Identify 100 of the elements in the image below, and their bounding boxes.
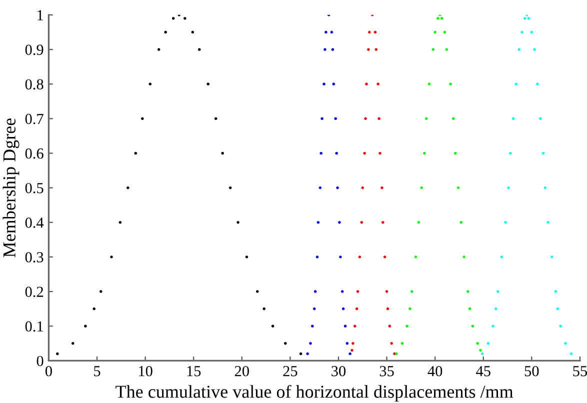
point [363, 152, 366, 155]
point [388, 324, 392, 328]
point [471, 324, 474, 328]
point [338, 220, 341, 224]
point [527, 16, 530, 20]
point [312, 307, 316, 310]
point [420, 186, 423, 190]
point [316, 256, 319, 258]
point [299, 352, 302, 356]
point [424, 117, 428, 120]
point [530, 30, 534, 34]
point [524, 16, 526, 20]
point [118, 220, 122, 224]
point [309, 342, 312, 345]
point [172, 16, 175, 20]
point [262, 307, 266, 310]
x-tick-label: 25 [283, 366, 298, 376]
point [342, 307, 345, 310]
point [494, 307, 498, 310]
y-tick-label: 0.3 [25, 252, 44, 262]
point [350, 348, 354, 352]
point [476, 342, 479, 345]
point [538, 117, 542, 120]
y-tick-label: 0.9 [25, 44, 44, 56]
point [414, 256, 418, 258]
point [334, 117, 337, 120]
y-tick-label: 0.5 [25, 182, 44, 194]
point [518, 48, 520, 51]
point [141, 117, 144, 120]
point [544, 186, 547, 190]
x-tick-label: 30 [332, 366, 346, 376]
point [148, 82, 152, 86]
point [443, 30, 446, 34]
point [423, 152, 426, 155]
point [374, 48, 378, 51]
point [92, 307, 96, 310]
point [507, 186, 510, 190]
point [324, 48, 326, 51]
point [354, 324, 356, 328]
point [408, 307, 412, 310]
point [284, 342, 287, 345]
point [449, 82, 452, 86]
x-tick-label: 5 [94, 366, 100, 376]
point [214, 117, 218, 120]
y-axis-title: Membership Dgree [2, 118, 20, 258]
point [554, 290, 558, 293]
x-tick-label: 15 [187, 366, 201, 376]
point [256, 290, 259, 293]
point [316, 220, 320, 224]
point [99, 290, 102, 293]
point [550, 256, 554, 258]
point [198, 48, 201, 51]
point [71, 342, 74, 345]
point [320, 117, 324, 120]
y-tick-label: 0 [36, 356, 44, 366]
point [126, 186, 130, 190]
point [355, 307, 358, 310]
point [335, 152, 338, 155]
point [336, 186, 339, 190]
x-tick-label: 50 [524, 366, 539, 376]
y-tick-label: 0.7 [25, 114, 44, 124]
point [320, 152, 322, 155]
point [383, 256, 386, 258]
x-axis-title: The cumulative value of horizontal displacements /mm [116, 384, 514, 402]
point [400, 342, 404, 345]
point [546, 220, 550, 224]
x-tick-label: 45 [476, 366, 490, 376]
point [331, 48, 334, 51]
point [486, 342, 490, 345]
point [496, 290, 500, 293]
point [346, 342, 349, 345]
point [468, 307, 472, 310]
point [330, 30, 334, 34]
y-tick-label: 0.1 [25, 321, 43, 332]
point [564, 342, 567, 345]
x-tick-label: 10 [139, 366, 152, 376]
y-tick-label: 0.2 [25, 286, 44, 298]
point [358, 256, 362, 258]
point [228, 186, 232, 190]
point [481, 352, 484, 356]
point [110, 256, 113, 258]
point [512, 117, 515, 120]
point [356, 290, 360, 293]
point [556, 307, 560, 310]
point [271, 324, 274, 328]
point [306, 352, 309, 356]
point [206, 82, 210, 86]
point [428, 82, 431, 86]
x-tick-label: 40 [428, 366, 442, 376]
point [434, 30, 436, 34]
point [378, 152, 382, 155]
point [386, 307, 390, 310]
point [456, 186, 460, 190]
point [318, 186, 322, 190]
point [410, 290, 414, 293]
y-tick-label: 0.6 [25, 148, 44, 159]
point [348, 352, 352, 356]
point [382, 220, 384, 224]
point [368, 30, 371, 34]
point [245, 256, 248, 258]
